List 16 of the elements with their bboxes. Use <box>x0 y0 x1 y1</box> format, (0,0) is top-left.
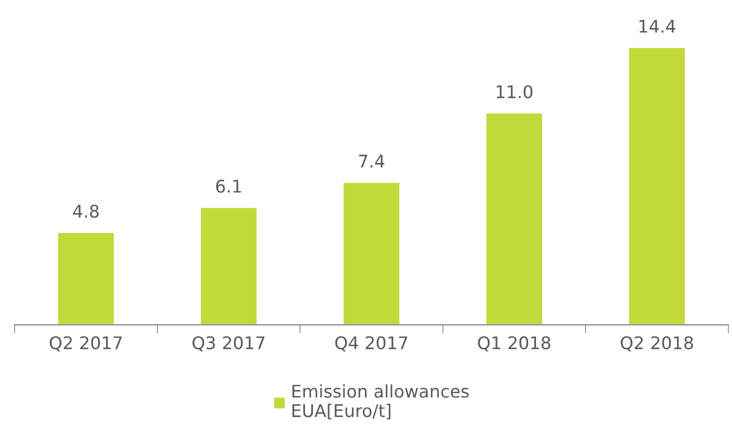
bar <box>56 232 116 325</box>
data-label: 7.4 <box>359 154 384 168</box>
x-tick-label: Q1 2018 <box>478 336 550 352</box>
data-label: 4.8 <box>73 204 99 218</box>
bar <box>200 206 258 325</box>
bar <box>484 112 544 325</box>
bar <box>628 46 686 325</box>
x-tick-label: Q3 2017 <box>192 336 264 352</box>
bar <box>342 181 401 325</box>
data-label: 6.1 <box>216 180 241 193</box>
x-tick-label: Q2 2017 <box>50 336 122 352</box>
x-tick-label: Q4 2017 <box>335 336 408 352</box>
data-label: 11.0 <box>496 85 532 98</box>
x-tick-label: Q2 2018 <box>620 336 693 352</box>
data-label: 14.4 <box>640 20 676 33</box>
legend-label: Emission allowances EUA[Euro/t] <box>292 384 469 420</box>
